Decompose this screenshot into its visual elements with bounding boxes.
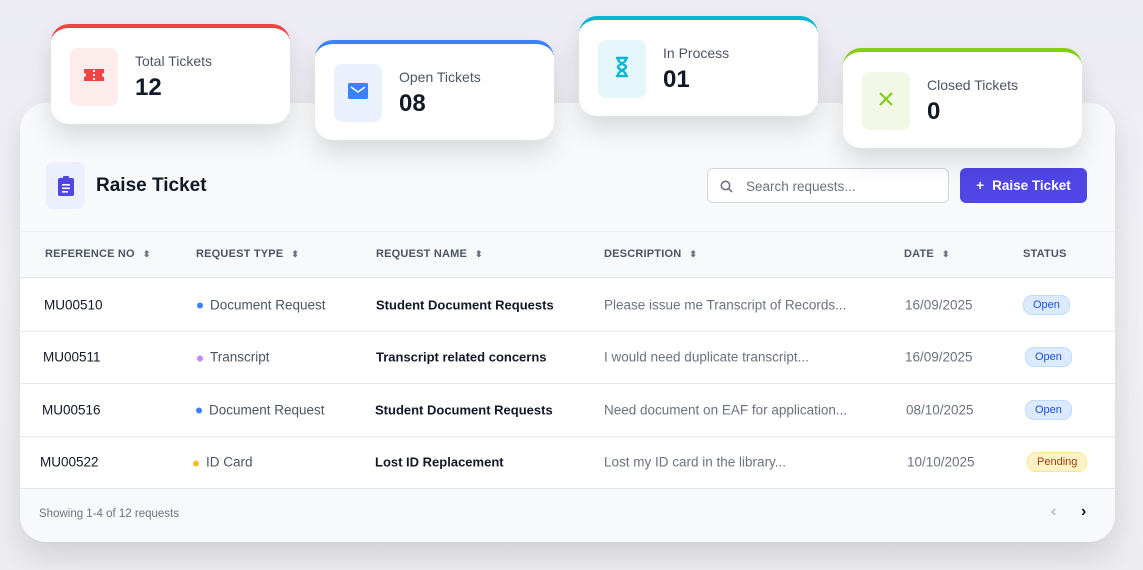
status-badge: Open	[1025, 399, 1072, 420]
page-title: Raise Ticket	[96, 175, 207, 196]
sort-icon[interactable]: ⬍	[941, 249, 950, 259]
date: 16/09/2025	[905, 349, 973, 365]
date: 16/09/2025	[905, 297, 973, 313]
description: Lost my ID card in the library...	[604, 454, 787, 470]
table-row[interactable]: MU00510 Document Request Student Documen…	[20, 279, 1115, 332]
reference-no: MU00522	[40, 454, 99, 470]
stat-value: 01	[663, 66, 690, 93]
column-header[interactable]: REQUEST TYPE ⬍	[196, 248, 300, 260]
request-name: Transcript related concerns	[376, 349, 547, 365]
column-header[interactable]: REQUEST NAME ⬍	[376, 248, 483, 260]
reference-no: MU00516	[42, 402, 101, 418]
stat-value: 08	[399, 90, 426, 117]
stat-icon-box	[334, 64, 382, 122]
stat-value: 12	[135, 74, 162, 101]
type-dot	[196, 407, 202, 414]
stat-label: In Process	[663, 45, 730, 61]
request-name: Lost ID Replacement	[375, 454, 504, 470]
request-type: Document Request	[196, 402, 325, 417]
sort-icon[interactable]: ⬍	[689, 249, 698, 259]
stat-label: Open Tickets	[399, 69, 481, 85]
table-row[interactable]: MU00516 Document Request Student Documen…	[20, 384, 1115, 437]
column-header[interactable]: DESCRIPTION ⬍	[604, 248, 698, 260]
tickets-panel: Raise Ticket Search requests... + Raise T…	[20, 103, 1115, 542]
column-header: STATUS	[1023, 248, 1067, 260]
request-name: Student Document Requests	[376, 297, 554, 313]
table-row[interactable]: MU00522 ID Card Lost ID Replacement Lost…	[20, 436, 1115, 489]
status-badge: Open	[1025, 347, 1072, 368]
stat-label: Total Tickets	[135, 53, 213, 69]
type-dot	[193, 460, 199, 467]
description: Need document on EAF for application...	[604, 402, 848, 418]
raise-ticket-label: Raise Ticket	[992, 178, 1071, 193]
plus-icon: +	[976, 178, 985, 193]
clipboard-icon	[57, 175, 74, 196]
column-header[interactable]: DATE ⬍	[904, 248, 950, 260]
envelope-icon	[348, 82, 368, 104]
reference-no: MU00510	[44, 297, 103, 313]
stat-icon-box	[70, 48, 118, 106]
stat-card: Open Tickets 08	[315, 40, 554, 140]
stat-label: Closed Tickets	[927, 77, 1019, 93]
close-x-icon	[878, 91, 894, 112]
request-type: Transcript	[197, 350, 270, 365]
type-dot	[197, 355, 203, 362]
date: 10/10/2025	[907, 454, 975, 470]
sort-icon[interactable]: ⬍	[475, 249, 483, 259]
search-input[interactable]: Search requests...	[707, 168, 949, 203]
description: Please issue me Transcript of Records...	[604, 297, 847, 313]
stat-icon-box	[862, 72, 910, 130]
status-badge: Pending	[1027, 452, 1088, 473]
stat-card: In Process 01	[579, 16, 818, 116]
table-header	[20, 231, 1115, 278]
request-type: ID Card	[193, 455, 253, 470]
request-name: Student Document Requests	[375, 402, 553, 418]
raise-ticket-button[interactable]: + Raise Ticket	[960, 168, 1087, 203]
type-dot	[197, 302, 203, 309]
next-page-button[interactable]: ›	[1081, 503, 1087, 520]
status-badge: Open	[1023, 294, 1070, 315]
request-type: Document Request	[197, 297, 326, 312]
sort-icon[interactable]: ⬍	[291, 249, 300, 259]
column-header[interactable]: REFERENCE NO ⬍	[45, 248, 151, 260]
stat-card: Total Tickets 12	[51, 24, 290, 124]
ticket-icon	[84, 67, 104, 88]
table-row[interactable]: MU00511 Transcript Transcript related co…	[20, 331, 1115, 384]
search-placeholder: Search requests...	[746, 179, 856, 194]
hourglass-icon	[615, 56, 629, 83]
title-icon-box	[46, 162, 85, 209]
description: I would need duplicate transcript...	[604, 349, 809, 365]
sort-icon[interactable]: ⬍	[142, 249, 151, 259]
stat-icon-box	[598, 40, 646, 98]
stat-card: Closed Tickets 0	[843, 48, 1082, 148]
reference-no: MU00511	[43, 349, 101, 365]
stat-value: 0	[927, 98, 941, 125]
search-icon	[720, 180, 733, 193]
date: 08/10/2025	[906, 402, 974, 418]
pagination-info: Showing 1-4 of 12 requests	[39, 508, 180, 520]
prev-page-button[interactable]: ‹	[1051, 503, 1057, 520]
